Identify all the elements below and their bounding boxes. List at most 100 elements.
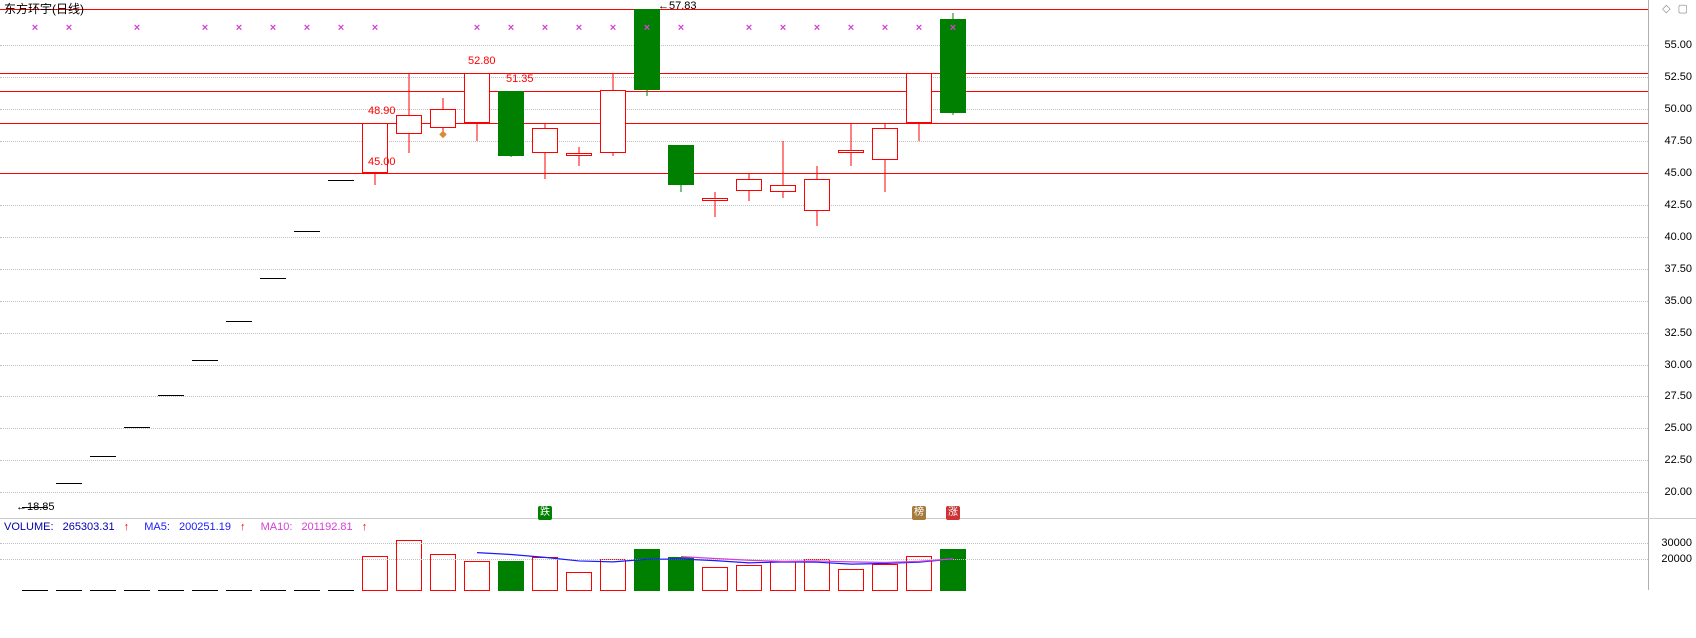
volume-bar[interactable] bbox=[940, 549, 966, 591]
ma10-label: MA10: bbox=[261, 521, 293, 533]
candle[interactable] bbox=[396, 0, 422, 518]
axis-tick: 35.00 bbox=[1664, 295, 1692, 307]
volume-bar[interactable] bbox=[634, 549, 660, 591]
volume-bar[interactable] bbox=[260, 590, 286, 591]
candle[interactable] bbox=[430, 0, 456, 518]
ma5-label: MA5: bbox=[144, 521, 170, 533]
volume-bar[interactable] bbox=[872, 564, 898, 591]
volume-bar[interactable] bbox=[804, 559, 830, 591]
candle[interactable] bbox=[56, 0, 82, 518]
x-marker: × bbox=[270, 22, 276, 34]
arrow-up-icon: ↑ bbox=[124, 521, 130, 533]
badge[interactable]: 榜 bbox=[912, 506, 926, 520]
axis-tick: 42.50 bbox=[1664, 199, 1692, 211]
volume-y-axis: 2000030000 bbox=[1648, 519, 1696, 590]
volume-bar[interactable] bbox=[22, 590, 48, 591]
x-marker: × bbox=[508, 22, 514, 34]
price-y-axis: 20.0022.5025.0027.5030.0032.5035.0037.50… bbox=[1648, 0, 1696, 518]
volume-bar[interactable] bbox=[124, 590, 150, 591]
diamond-marker: ◆ bbox=[439, 129, 447, 140]
volume-bar[interactable] bbox=[498, 561, 524, 591]
volume-bar[interactable] bbox=[158, 590, 184, 591]
candle[interactable] bbox=[872, 0, 898, 518]
candle[interactable] bbox=[260, 0, 286, 518]
volume-bar[interactable] bbox=[838, 569, 864, 591]
axis-tick: 30.00 bbox=[1664, 359, 1692, 371]
candle[interactable] bbox=[770, 0, 796, 518]
volume-bar[interactable] bbox=[464, 561, 490, 591]
volume-bar[interactable] bbox=[294, 590, 320, 591]
arrow-up-icon: ↑ bbox=[240, 521, 246, 533]
volume-bar[interactable] bbox=[90, 590, 116, 591]
x-marker: × bbox=[66, 22, 72, 34]
ma10-value: 201192.81 bbox=[301, 521, 352, 533]
candle[interactable] bbox=[124, 0, 150, 518]
volume-bar[interactable] bbox=[600, 559, 626, 591]
axis-tick: 37.50 bbox=[1664, 263, 1692, 275]
ma5-label-group: MA5: 200251.19 ↑ bbox=[144, 521, 254, 533]
candle[interactable] bbox=[158, 0, 184, 518]
price-panel[interactable]: 东方环宇(日线) ◇ ▢ ×××××××××××××××××××××××◆48.… bbox=[0, 0, 1696, 518]
candle[interactable] bbox=[634, 0, 660, 518]
candle[interactable] bbox=[838, 0, 864, 518]
price-annotation: ←18.85 bbox=[16, 501, 55, 513]
volume-bar[interactable] bbox=[566, 572, 592, 591]
grid-line bbox=[0, 543, 1648, 544]
volume-bar[interactable] bbox=[362, 556, 388, 591]
volume-bar[interactable] bbox=[192, 590, 218, 591]
axis-tick: 40.00 bbox=[1664, 231, 1692, 243]
candle[interactable] bbox=[22, 0, 48, 518]
x-marker: × bbox=[610, 22, 616, 34]
x-marker: × bbox=[644, 22, 650, 34]
volume-bar[interactable] bbox=[532, 557, 558, 591]
axis-tick: 55.00 bbox=[1664, 39, 1692, 51]
volume-bar[interactable] bbox=[770, 561, 796, 591]
price-plot-area[interactable]: ×××××××××××××××××××××××◆48.9045.0052.805… bbox=[0, 0, 1648, 518]
volume-bar[interactable] bbox=[396, 540, 422, 591]
x-marker: × bbox=[338, 22, 344, 34]
candle[interactable] bbox=[464, 0, 490, 518]
volume-bar[interactable] bbox=[328, 590, 354, 591]
axis-tick: 25.00 bbox=[1664, 422, 1692, 434]
volume-panel[interactable]: VOLUME: 265303.31 ↑ MA5: 200251.19 ↑ MA1… bbox=[0, 518, 1696, 590]
badge[interactable]: 跌 bbox=[538, 506, 552, 520]
x-marker: × bbox=[304, 22, 310, 34]
volume-bar[interactable] bbox=[906, 556, 932, 591]
x-marker: × bbox=[848, 22, 854, 34]
candle[interactable] bbox=[736, 0, 762, 518]
volume-bar[interactable] bbox=[668, 557, 694, 591]
candle[interactable] bbox=[702, 0, 728, 518]
candle[interactable] bbox=[668, 0, 694, 518]
x-marker: × bbox=[576, 22, 582, 34]
candle[interactable] bbox=[294, 0, 320, 518]
x-marker: × bbox=[814, 22, 820, 34]
volume-bar[interactable] bbox=[226, 590, 252, 591]
x-marker: × bbox=[134, 22, 140, 34]
axis-tick: 32.50 bbox=[1664, 327, 1692, 339]
axis-tick: 45.00 bbox=[1664, 167, 1692, 179]
axis-tick: 30000 bbox=[1661, 537, 1692, 549]
badge[interactable]: 涨 bbox=[946, 506, 960, 520]
volume-bar[interactable] bbox=[56, 590, 82, 591]
volume-legend: VOLUME: 265303.31 ↑ MA5: 200251.19 ↑ MA1… bbox=[4, 521, 379, 533]
candle[interactable] bbox=[940, 0, 966, 518]
x-marker: × bbox=[474, 22, 480, 34]
panel-controls: ◇ ▢ bbox=[1658, 2, 1688, 15]
maximize-icon[interactable]: ▢ bbox=[1678, 3, 1688, 15]
volume-bar[interactable] bbox=[736, 565, 762, 591]
x-marker: × bbox=[202, 22, 208, 34]
candle[interactable] bbox=[804, 0, 830, 518]
price-annotation: 52.80 bbox=[468, 55, 496, 67]
price-annotation: ←57.83 bbox=[658, 0, 697, 12]
candle[interactable] bbox=[906, 0, 932, 518]
candle[interactable] bbox=[192, 0, 218, 518]
volume-bar[interactable] bbox=[702, 567, 728, 591]
candle[interactable] bbox=[362, 0, 388, 518]
candle[interactable] bbox=[328, 0, 354, 518]
candle[interactable] bbox=[600, 0, 626, 518]
candle[interactable] bbox=[90, 0, 116, 518]
candle[interactable] bbox=[566, 0, 592, 518]
candle[interactable] bbox=[226, 0, 252, 518]
restore-icon[interactable]: ◇ bbox=[1662, 3, 1670, 15]
candle[interactable] bbox=[532, 0, 558, 518]
